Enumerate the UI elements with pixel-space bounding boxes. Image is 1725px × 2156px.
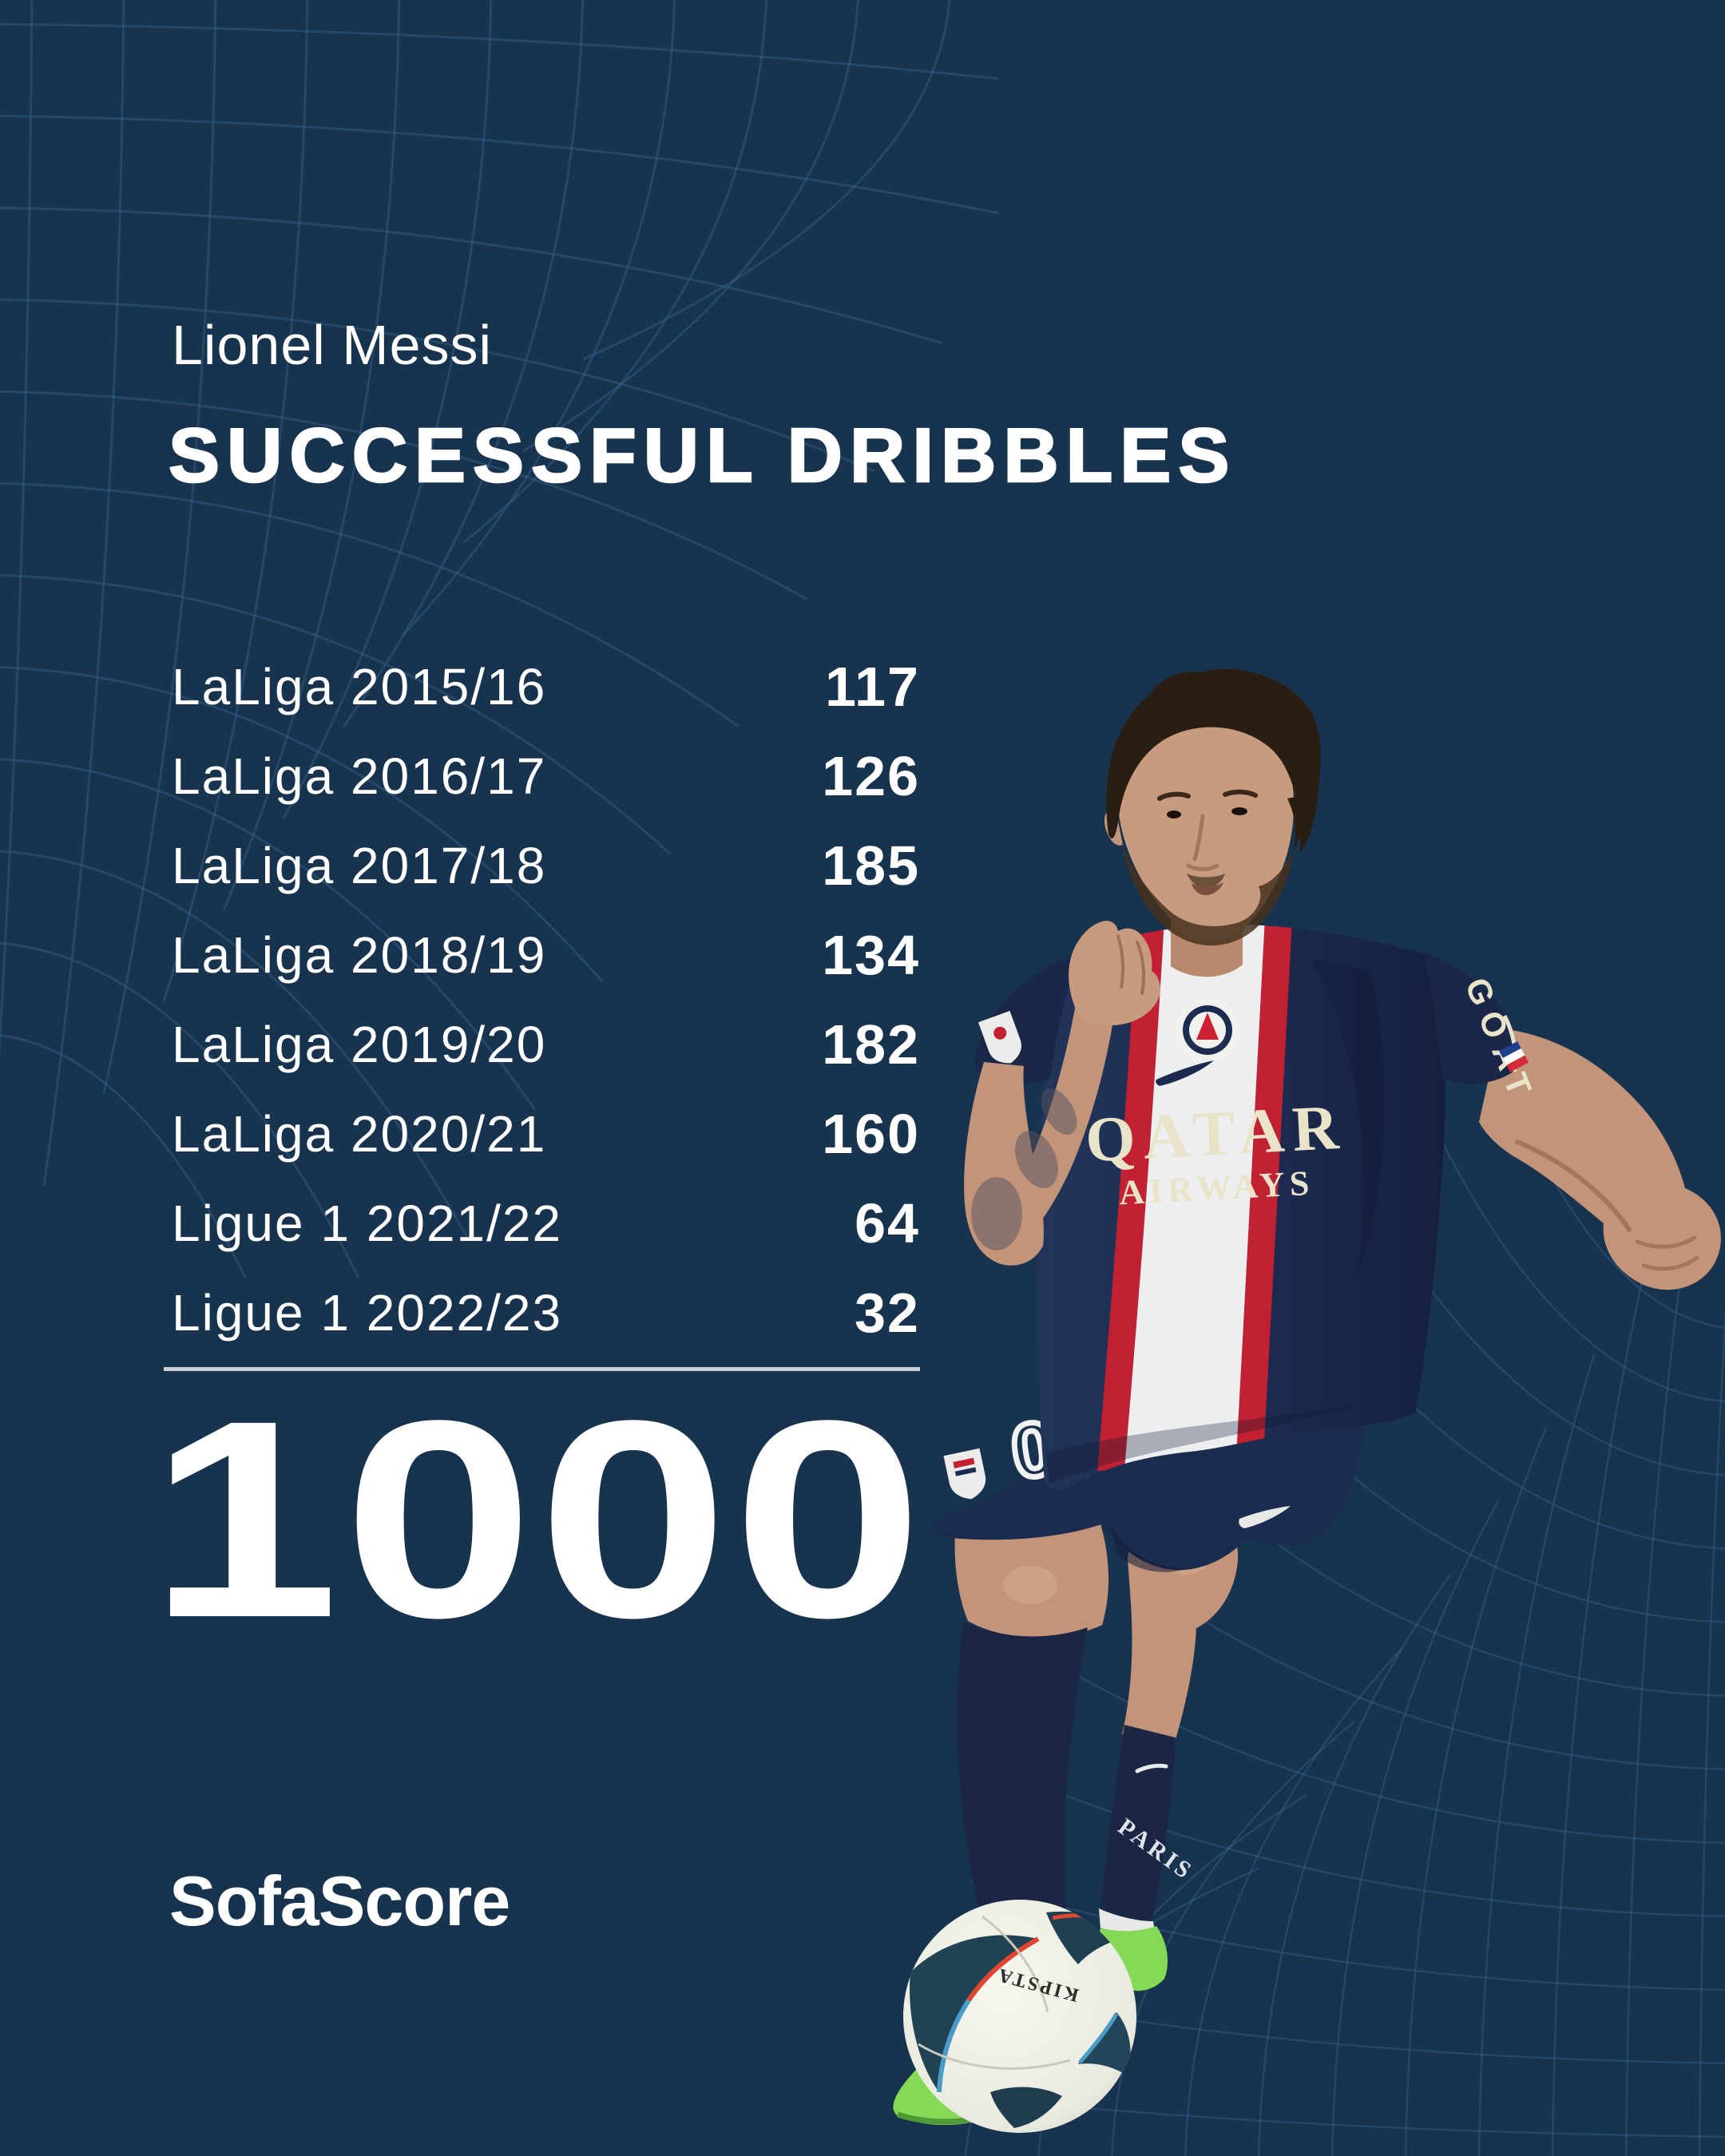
player-name: Lionel Messi bbox=[172, 314, 493, 376]
french-flag-patch bbox=[1499, 1041, 1529, 1072]
hair bbox=[1106, 668, 1321, 853]
stat-value: 64 bbox=[855, 1192, 920, 1254]
jersey-red-stripe bbox=[1236, 924, 1292, 1458]
beard bbox=[1121, 843, 1294, 946]
stat-label: LaLiga 2015/16 bbox=[172, 658, 547, 715]
eyes bbox=[1167, 807, 1247, 818]
stat-label: LaLiga 2016/17 bbox=[172, 747, 547, 805]
stat-label: LaLiga 2020/21 bbox=[172, 1105, 547, 1163]
sock bbox=[957, 1621, 1088, 1996]
divider-line bbox=[164, 1367, 920, 1371]
stats-list: LaLiga 2015/16 117 LaLiga 2016/17 126 LaLi… bbox=[172, 642, 920, 1357]
near-leg: PARIS bbox=[1098, 1502, 1239, 1992]
stat-value: 134 bbox=[822, 924, 920, 986]
jersey-white-stripe bbox=[1124, 924, 1265, 1469]
ligue1-patch bbox=[978, 1010, 1021, 1064]
stat-value: 32 bbox=[855, 1282, 920, 1344]
stat-value: 117 bbox=[825, 656, 920, 718]
page-title: SUCCESSFUL DRIBBLES bbox=[168, 412, 1237, 500]
stat-row: Ligue 1 2021/22 64 bbox=[172, 1179, 920, 1268]
stat-row: LaLiga 2019/20 182 bbox=[172, 1000, 920, 1089]
jersey-red-stripe bbox=[1097, 924, 1164, 1471]
shorts-swoosh-icon bbox=[1239, 1506, 1291, 1528]
shorts-patch bbox=[943, 1448, 986, 1500]
stat-row: LaLiga 2016/17 126 bbox=[172, 731, 920, 821]
jersey-sponsor-line1: QATAR bbox=[1084, 1092, 1348, 1176]
sock bbox=[1100, 1725, 1176, 1923]
psg-crest bbox=[1176, 998, 1239, 1062]
stat-value: 185 bbox=[822, 834, 920, 897]
stat-row: LaLiga 2015/16 117 bbox=[172, 642, 920, 731]
stat-label: LaLiga 2019/20 bbox=[172, 1016, 547, 1073]
stat-row: Ligue 1 2022/23 32 bbox=[172, 1268, 920, 1357]
stat-row: LaLiga 2018/19 134 bbox=[172, 910, 920, 1000]
stat-label: LaLiga 2017/18 bbox=[172, 837, 547, 894]
messi-photo: PARIS KIPSTA 0 bbox=[893, 668, 1721, 2133]
stat-row: LaLiga 2020/21 160 bbox=[172, 1089, 920, 1179]
face bbox=[1117, 702, 1295, 941]
total-value: 1000 bbox=[149, 1361, 927, 1676]
extended-arm bbox=[1479, 1028, 1721, 1290]
stat-row: LaLiga 2017/18 185 bbox=[172, 821, 920, 910]
nike-swoosh-icon bbox=[1156, 1060, 1214, 1086]
stat-value: 182 bbox=[822, 1013, 920, 1076]
jersey: QATAR AIRWAYS GOAT bbox=[974, 924, 1542, 1490]
sofascore-logo: SofaScore bbox=[169, 1861, 510, 1940]
head bbox=[1104, 668, 1321, 977]
ball: KIPSTA bbox=[903, 1900, 1136, 2133]
stat-label: Ligue 1 2021/22 bbox=[172, 1195, 563, 1252]
stat-value: 126 bbox=[822, 745, 920, 807]
left-sleeve bbox=[974, 954, 1077, 1084]
stat-value: 160 bbox=[822, 1103, 920, 1165]
raised-arm bbox=[964, 921, 1160, 1266]
stat-label: Ligue 1 2022/23 bbox=[172, 1284, 563, 1342]
arm-tattoo bbox=[971, 1088, 1077, 1250]
stat-label: LaLiga 2018/19 bbox=[172, 926, 547, 984]
